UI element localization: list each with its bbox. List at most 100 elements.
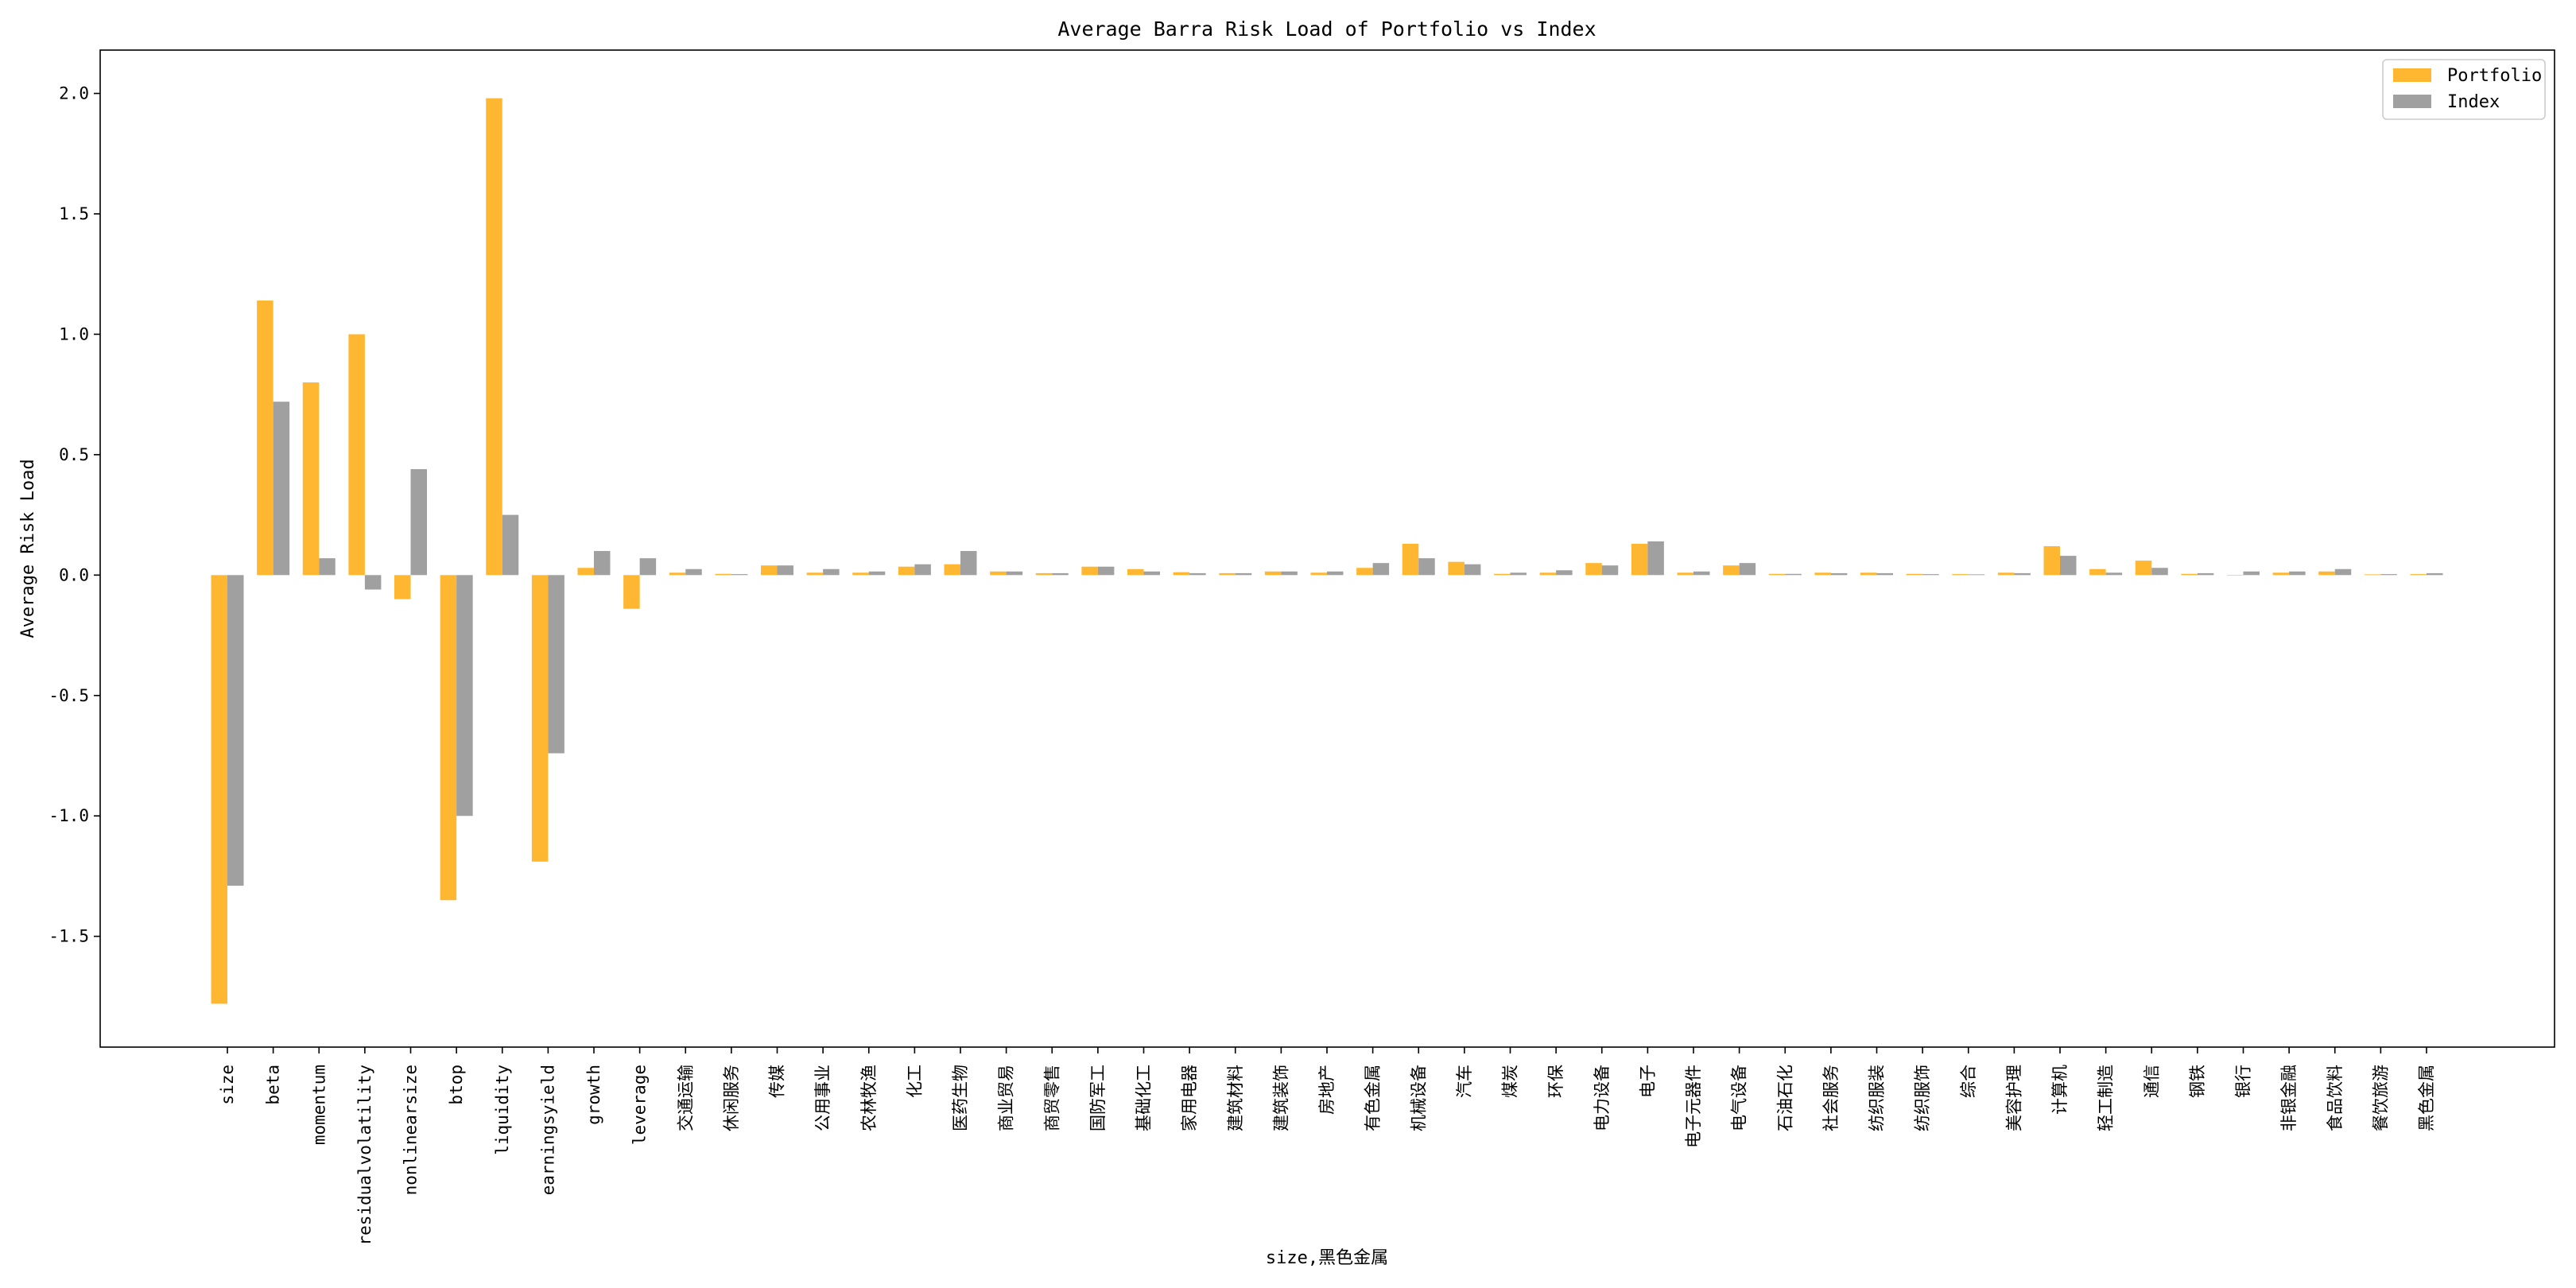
bar-portfolio-6 — [486, 98, 502, 576]
bar-index-26 — [1418, 558, 1435, 576]
bar-portfolio-29 — [1539, 572, 1557, 576]
bar-index-20 — [1143, 571, 1160, 576]
bar-index-1 — [273, 402, 290, 576]
x-tick-label: nonlinearsize — [402, 1065, 421, 1195]
x-tick-label: 石油石化 — [1775, 1065, 1794, 1131]
x-tick-label: 家用电器 — [1180, 1065, 1199, 1131]
bar-index-12 — [777, 565, 793, 576]
bar-index-46 — [2334, 568, 2352, 576]
bar-portfolio-12 — [761, 565, 778, 576]
bar-index-35 — [1830, 572, 1848, 576]
bar-portfolio-4 — [394, 575, 411, 599]
x-tick-label: 通信 — [2142, 1065, 2161, 1098]
bar-portfolio-19 — [1081, 566, 1098, 576]
bar-index-14 — [868, 571, 886, 576]
x-tick-label: 汽车 — [1455, 1065, 1474, 1098]
bar-portfolio-27 — [1448, 561, 1465, 576]
x-tick-label: 环保 — [1546, 1065, 1565, 1098]
y-tick-label: 1.0 — [59, 324, 89, 343]
x-tick-label: 轻工制造 — [2097, 1065, 2116, 1131]
x-tick-label: 化工 — [905, 1065, 924, 1098]
x-tick-label: 休闲服务 — [722, 1065, 741, 1131]
x-tick-label: 非银金融 — [2279, 1065, 2299, 1131]
bar-portfolio-45 — [2272, 572, 2290, 576]
x-tick-label: 建筑材料 — [1226, 1065, 1245, 1131]
bar-portfolio-25 — [1356, 568, 1373, 576]
bar-portfolio-39 — [1997, 572, 2015, 576]
bar-portfolio-21 — [1173, 572, 1190, 576]
bar-index-44 — [2243, 571, 2260, 576]
x-tick-label: 综合 — [1959, 1065, 1978, 1098]
bar-portfolio-34 — [1768, 573, 1786, 576]
bar-portfolio-48 — [2410, 574, 2427, 576]
legend-swatch-portfolio — [2393, 68, 2431, 82]
bar-index-40 — [2060, 556, 2077, 576]
x-tick-label: 电气设备 — [1730, 1065, 1749, 1131]
x-tick-label: 房地产 — [1317, 1065, 1336, 1115]
bar-portfolio-0 — [211, 575, 227, 1004]
bar-portfolio-38 — [1952, 574, 1969, 576]
bar-index-34 — [1785, 573, 1802, 576]
x-tick-label: 基础化工 — [1135, 1065, 1154, 1131]
bar-index-18 — [1052, 572, 1069, 576]
x-tick-label: 农林牧渔 — [859, 1065, 879, 1131]
y-tick-label: -1.0 — [48, 806, 89, 825]
x-tick-label: 食品饮料 — [2326, 1065, 2345, 1131]
x-tick-label: 机械设备 — [1409, 1065, 1428, 1131]
x-tick-label: leverage — [630, 1065, 650, 1145]
x-tick-label: 社会服务 — [1821, 1065, 1841, 1131]
bar-index-39 — [2014, 572, 2031, 576]
bar-index-29 — [1556, 570, 1573, 576]
x-tick-label: size — [218, 1065, 237, 1105]
x-tick-label: 纺织服装 — [1868, 1065, 1887, 1131]
bar-portfolio-9 — [623, 575, 640, 609]
bar-portfolio-33 — [1723, 565, 1740, 576]
x-tick-label: 餐饮旅游 — [2371, 1065, 2390, 1131]
bar-portfolio-2 — [302, 382, 320, 576]
legend-swatch-index — [2393, 95, 2431, 108]
bar-portfolio-14 — [852, 572, 869, 576]
bar-portfolio-22 — [1219, 572, 1236, 576]
x-tick-label: 银行 — [2234, 1065, 2253, 1098]
bar-index-47 — [2380, 574, 2397, 576]
bar-index-2 — [319, 558, 336, 576]
bar-portfolio-7 — [531, 575, 549, 862]
x-tick-label: 计算机 — [2050, 1065, 2070, 1115]
bar-portfolio-35 — [1814, 572, 1831, 576]
x-tick-label: 商贸零售 — [1042, 1065, 1061, 1131]
bar-index-48 — [2427, 572, 2443, 576]
y-tick-label: 0.5 — [59, 445, 89, 464]
x-tick-label: 交通运输 — [676, 1065, 695, 1131]
bar-index-22 — [1235, 572, 1252, 576]
bar-index-23 — [1281, 571, 1298, 576]
x-tick-label: earningsyield — [538, 1065, 557, 1195]
bar-portfolio-23 — [1264, 571, 1282, 576]
bar-index-45 — [2289, 571, 2306, 576]
bar-index-41 — [2105, 572, 2123, 576]
x-tick-label: 电子 — [1638, 1065, 1657, 1098]
bar-index-38 — [1968, 574, 1985, 576]
y-tick-label: 1.5 — [59, 204, 89, 223]
bar-index-8 — [594, 551, 611, 576]
bar-index-36 — [1876, 572, 1893, 576]
bar-portfolio-26 — [1402, 543, 1419, 576]
bar-portfolio-41 — [2089, 568, 2106, 576]
legend-label-index: Index — [2447, 92, 2500, 112]
x-axis-ticks: size beta momentum residualvolatility nonlin… — [218, 1047, 2436, 1246]
bar-index-17 — [1006, 571, 1023, 576]
bar-portfolio-47 — [2364, 574, 2381, 576]
legend-label-portfolio: Portfolio — [2447, 66, 2542, 86]
x-tick-label: 电力设备 — [1593, 1065, 1612, 1131]
bar-index-7 — [548, 575, 564, 754]
x-tick-label: residualvolatility — [355, 1065, 374, 1246]
bar-portfolio-36 — [1860, 572, 1877, 576]
bar-portfolio-8 — [577, 568, 594, 576]
y-axis-ticks: -1.5 -1.0 -0.5 0.0 0.5 1.0 1.5 2.0 — [48, 84, 100, 946]
bar-index-31 — [1647, 541, 1664, 576]
x-tick-label: liquidity — [493, 1065, 512, 1155]
x-tick-label: 煤炭 — [1501, 1065, 1520, 1098]
bar-portfolio-3 — [348, 334, 365, 576]
x-tick-label: 纺织服饰 — [1913, 1065, 1932, 1131]
